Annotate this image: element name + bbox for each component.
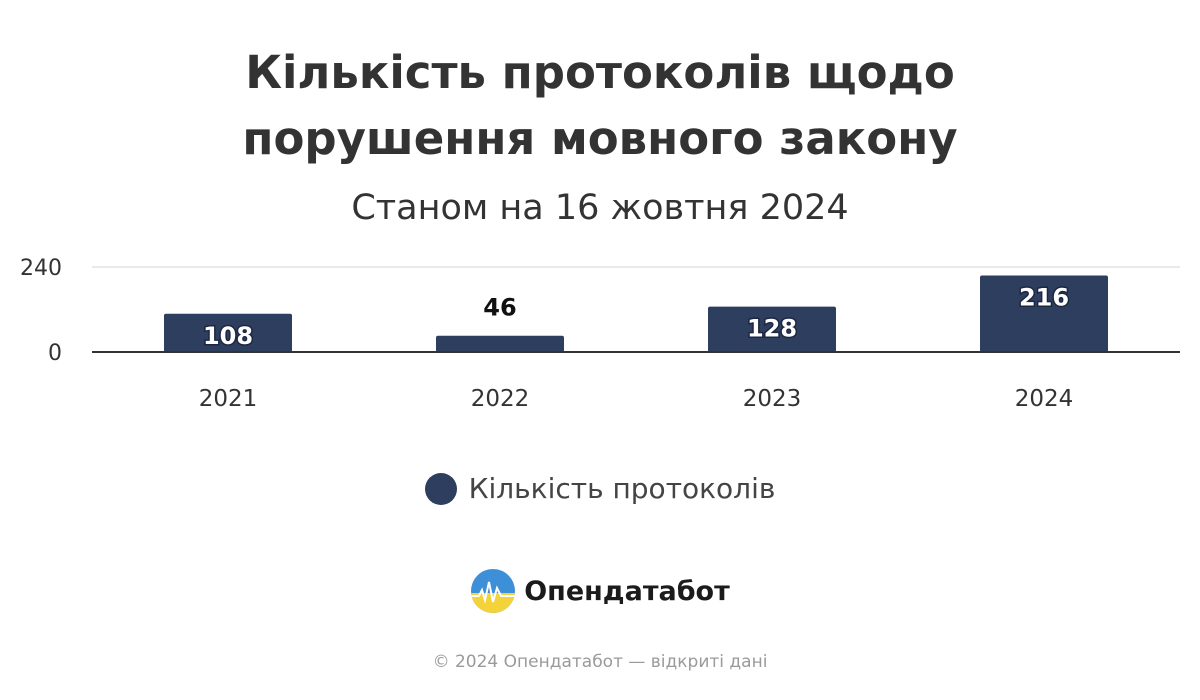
opendatabot-logo-icon — [471, 569, 516, 613]
y-tick-label: 0 — [48, 341, 62, 366]
legend[interactable]: Кількість протоколів — [0, 472, 1200, 505]
legend-marker — [424, 472, 457, 505]
bar — [708, 306, 836, 352]
data-label: 216 — [1019, 284, 1069, 312]
x-tick-label: 2022 — [471, 386, 530, 412]
y-tick-label: 240 — [20, 256, 62, 281]
chart-title-line-1: Кількість протоколів щодо — [245, 46, 955, 99]
legend-label: Кількість протоколів — [468, 472, 776, 505]
chart-title: Кількість протоколів щодо порушення мовн… — [0, 40, 1200, 172]
brand-name: Опендатабот — [524, 575, 730, 607]
x-tick-label: 2023 — [743, 386, 802, 412]
chart-subtitle: Станом на 16 жовтня 2024 — [351, 188, 849, 228]
data-label: 46 — [483, 294, 516, 322]
brand: Опендатабот — [0, 568, 1200, 614]
data-label: 128 — [747, 315, 797, 343]
data-label: 108 — [203, 322, 253, 350]
bar — [980, 275, 1108, 352]
bar-chart: 0 240 108 2021 46 2022 128 2023 216 2024 — [20, 256, 1180, 412]
footer-text: © 2024 Опендатабот — відкриті дані — [432, 652, 768, 672]
x-tick-label: 2024 — [1015, 386, 1074, 412]
chart-title-line-2: порушення мовного закону — [242, 112, 958, 165]
bar — [164, 313, 292, 352]
x-tick-label: 2021 — [199, 386, 258, 412]
bar — [436, 335, 564, 352]
